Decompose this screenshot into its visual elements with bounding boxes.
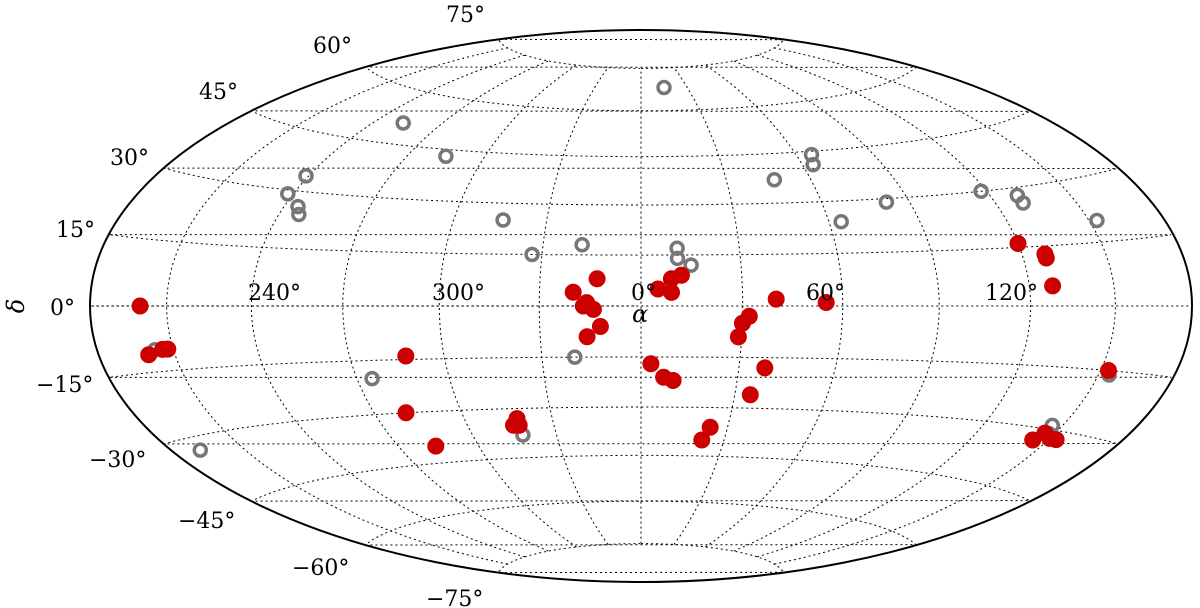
filled-point	[159, 340, 177, 358]
open-point	[438, 148, 454, 165]
ra-gridline	[342, 60, 549, 552]
grid	[90, 38, 1190, 574]
open-point	[298, 168, 314, 184]
filled-point	[756, 359, 774, 377]
dec-gridline	[163, 406, 1117, 445]
y-axis-label: δ	[2, 299, 30, 313]
filled-point	[1009, 235, 1027, 252]
ra-gridline	[673, 67, 744, 545]
open-point	[495, 212, 511, 228]
dec-tick-label: 30°	[110, 146, 149, 171]
dec-gridline	[251, 454, 1030, 502]
ra-tick-label: 120°	[985, 281, 1038, 306]
dec-tick-label: −60°	[292, 556, 349, 581]
dec-gridline	[497, 543, 785, 574]
ra-gridline	[438, 64, 577, 548]
filled-point	[427, 437, 445, 455]
filled-point	[140, 346, 158, 364]
ra-tick-label: 60°	[806, 281, 845, 306]
filled-point	[767, 290, 785, 308]
dec-tick-label: 75°	[446, 3, 485, 28]
filled-point	[655, 368, 673, 386]
filled-point	[397, 347, 415, 365]
filled-point	[591, 318, 609, 335]
ra-tick-label: 300°	[432, 281, 485, 306]
filled-point	[397, 404, 415, 422]
filled-point	[578, 328, 596, 346]
filled-point	[642, 355, 660, 373]
dec-gridline	[163, 167, 1117, 206]
open-point	[766, 172, 783, 188]
dec-gridline	[251, 110, 1030, 158]
open-point	[683, 257, 699, 273]
filled-point	[588, 270, 606, 288]
ra-gridline	[538, 67, 609, 545]
dec-tick-label: −30°	[89, 448, 146, 473]
points	[131, 79, 1117, 458]
open-point	[805, 156, 821, 173]
ra-gridline	[757, 54, 1032, 558]
open-point	[395, 115, 411, 131]
open-point	[364, 370, 380, 387]
dec-tick-label: −75°	[426, 587, 483, 608]
filled-point	[693, 431, 711, 449]
open-point	[192, 442, 209, 458]
dec-gridline	[108, 234, 1172, 256]
open-point	[656, 79, 672, 96]
dec-gridline	[364, 500, 918, 546]
dec-gridline	[108, 356, 1172, 378]
open-point	[567, 349, 583, 365]
ra-gridline	[733, 60, 940, 552]
dec-tick-label: 60°	[313, 34, 352, 59]
filled-point	[662, 270, 680, 288]
ra-gridline	[250, 54, 525, 558]
filled-point	[817, 294, 835, 311]
open-point	[1089, 212, 1105, 229]
filled-point	[1100, 362, 1117, 379]
filled-point	[701, 418, 719, 436]
open-point	[878, 194, 895, 210]
ra-tick-label: 0°	[631, 281, 656, 306]
dec-gridline	[364, 66, 918, 112]
filled-point	[584, 300, 602, 318]
x-axis-label: α	[632, 300, 648, 328]
dec-tick-label: 0°	[50, 296, 75, 321]
filled-point	[564, 283, 582, 301]
dec-tick-label: 45°	[199, 80, 238, 105]
filled-point	[131, 297, 149, 315]
open-point	[291, 206, 307, 223]
dec-gridline	[497, 38, 785, 69]
open-point	[290, 198, 306, 215]
filled-point	[741, 386, 759, 404]
ra-gridline	[705, 64, 844, 548]
ra-tick-label: 240°	[248, 281, 301, 306]
filled-point	[1037, 249, 1055, 267]
open-point	[524, 246, 540, 263]
filled-point	[649, 280, 667, 298]
dec-tick-label: −15°	[36, 373, 93, 398]
open-point	[574, 237, 590, 253]
filled-point	[729, 328, 747, 346]
filled-point	[1024, 431, 1042, 449]
open-point	[669, 240, 685, 256]
dec-tick-label: −45°	[178, 509, 235, 534]
tick-labels: 240° 300° 0° 60° 120° 75° 60° 45° 30° 15…	[2, 3, 1038, 608]
dec-tick-label: 15°	[56, 218, 95, 243]
filled-point	[510, 416, 528, 434]
open-point	[973, 183, 989, 199]
open-point	[833, 213, 849, 230]
open-point	[1015, 195, 1031, 211]
filled-point	[1044, 277, 1062, 295]
map-border	[89, 29, 1193, 583]
open-point	[280, 186, 296, 202]
open-point	[669, 250, 686, 267]
